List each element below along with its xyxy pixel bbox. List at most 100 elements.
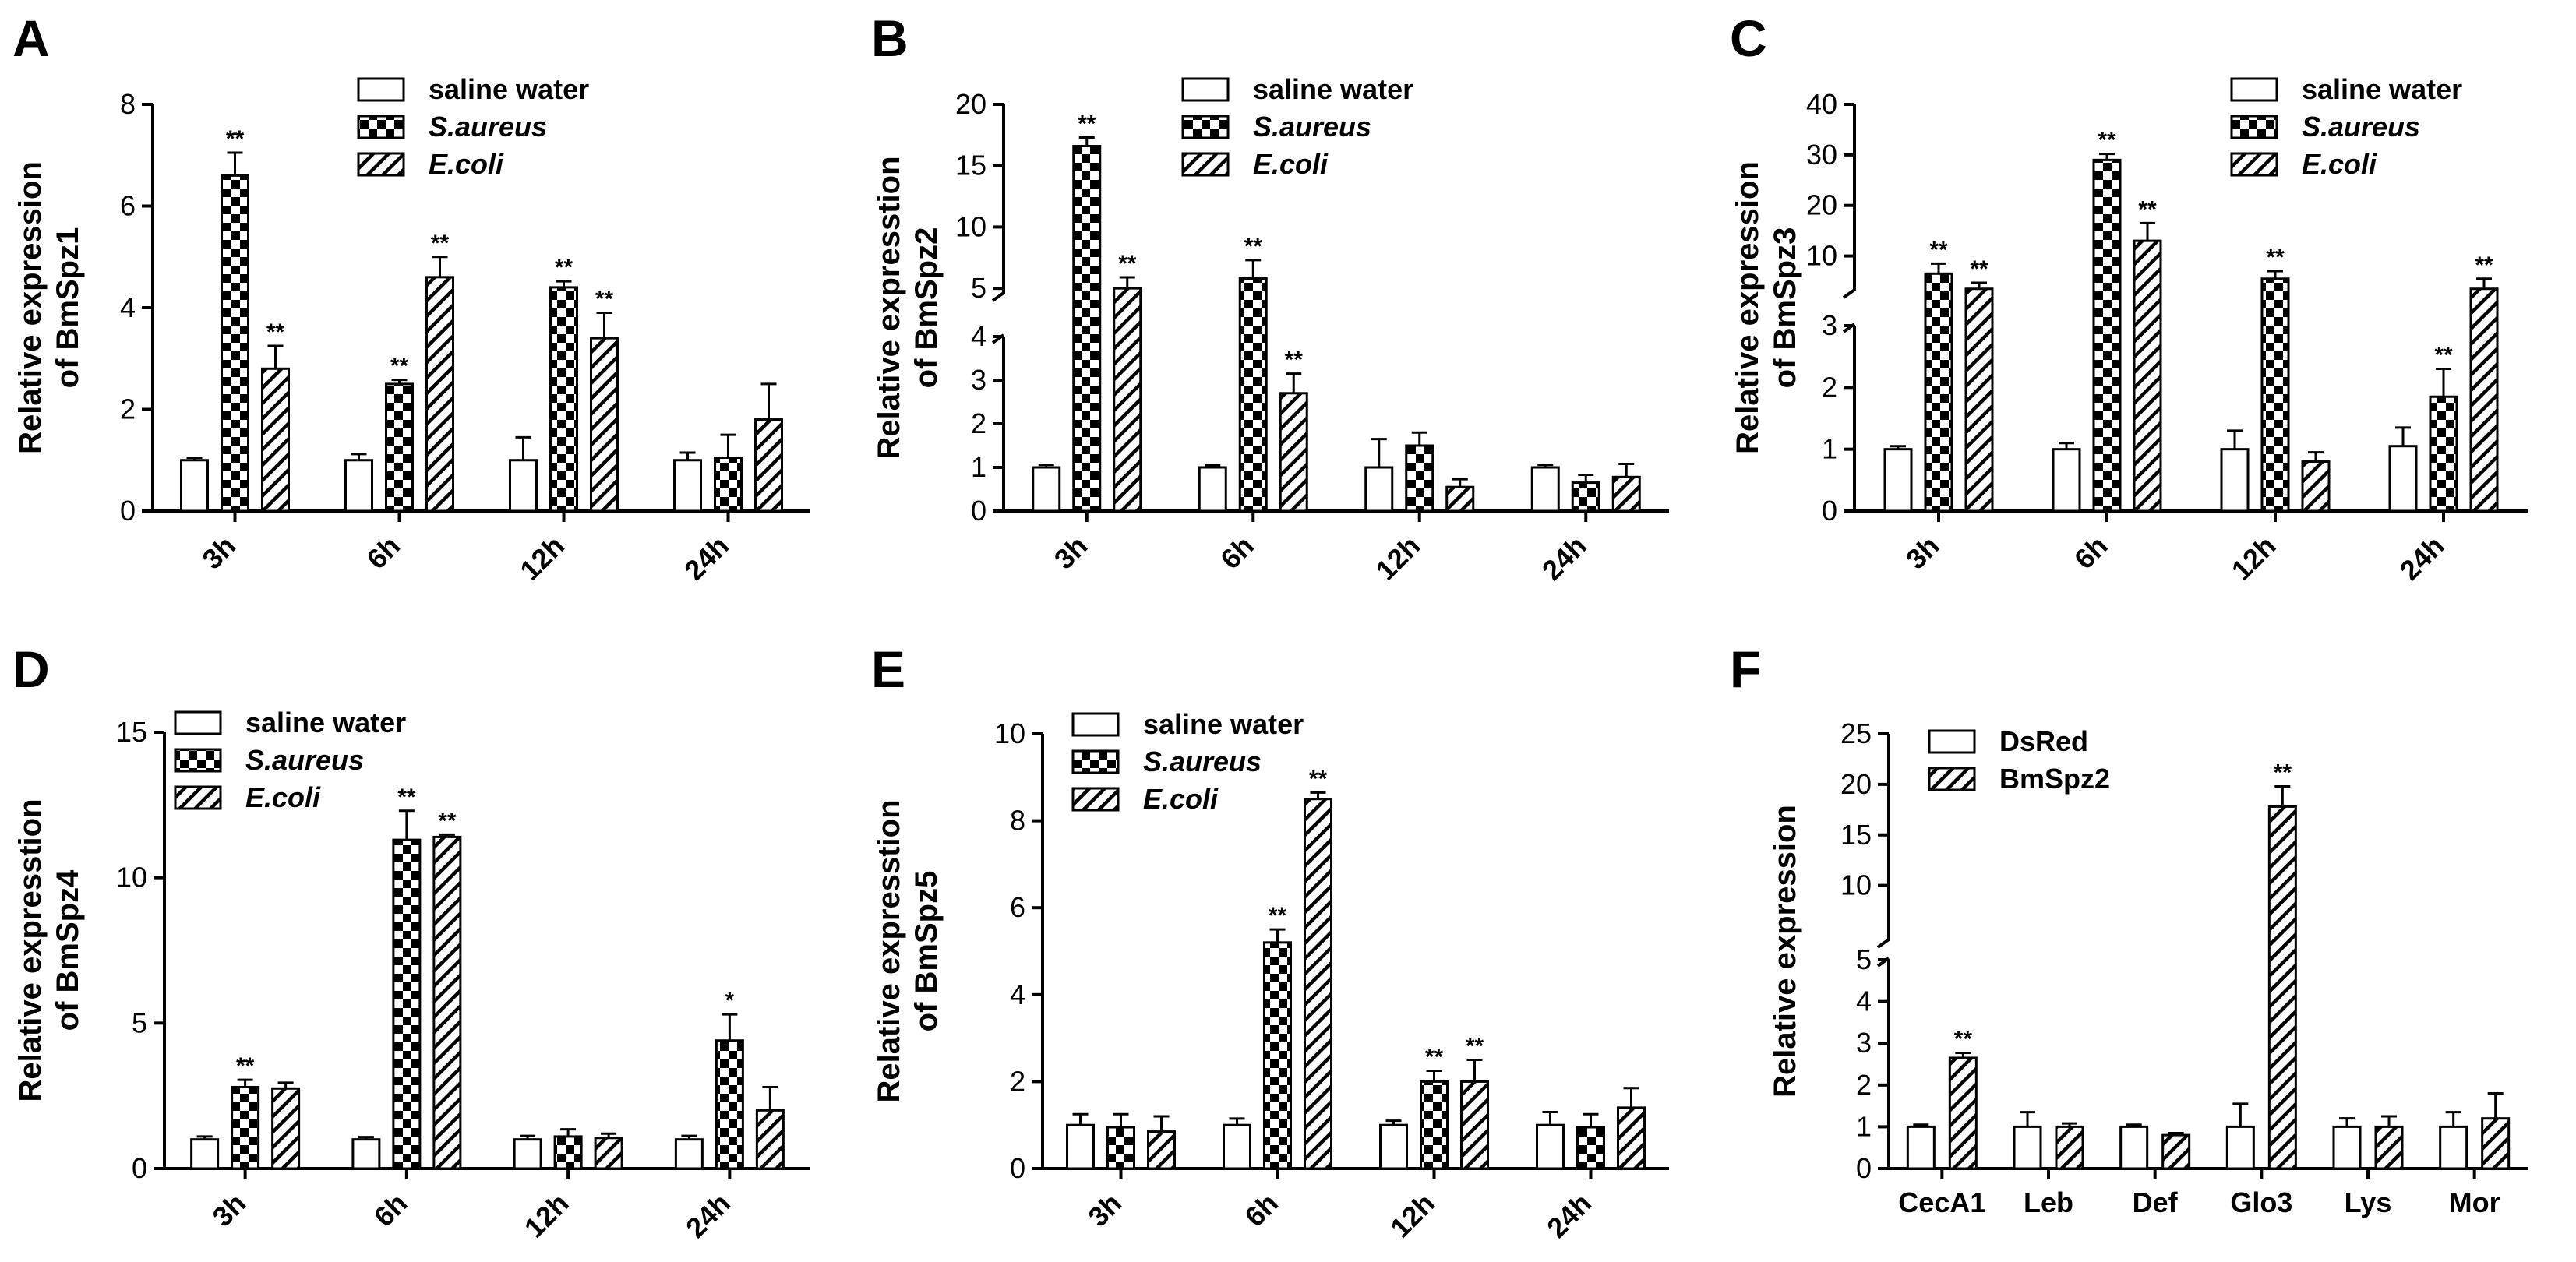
y-tick-label-b-0: 0 xyxy=(971,495,986,527)
chart-svg-a: A Relative expression of BmSpz1 0 2 4 6 8 3h ** **… xyxy=(12,9,810,587)
significance-e-s-aureus-12h: ** xyxy=(1425,1044,1444,1070)
bar-f-bmspz2-leb xyxy=(2055,1125,2084,1170)
bar-e-s-aureus-3h xyxy=(1106,1126,1135,1170)
legend-label-c-e-coli: E.coli xyxy=(2302,148,2377,180)
x-tick-label-e-3h: 3h xyxy=(1082,1187,1127,1233)
bar-c-s-aureus-12h xyxy=(2260,277,2290,513)
panel-letter-b: B xyxy=(871,9,909,67)
y-tick-label-f-5: 5 xyxy=(1856,943,1872,975)
bar-d-s-aureus-24h xyxy=(715,1039,744,1170)
y-axis-label-c-1: Relative expression xyxy=(1731,161,1765,454)
y-tick-label-c-20: 20 xyxy=(1806,189,1837,221)
x-tick-label-e-12h: 12h xyxy=(1384,1187,1441,1244)
panel-letter-f: F xyxy=(1730,640,1761,698)
x-tick-label-d-12h: 12h xyxy=(518,1187,575,1244)
x-tick-label-c-6h: 6h xyxy=(2068,530,2114,576)
y-tick-label-b-1: 1 xyxy=(971,451,986,483)
bar-e-s-aureus-24h xyxy=(1576,1126,1605,1170)
x-tick-label-f-glo3: Glo3 xyxy=(2230,1186,2292,1218)
y-tick-label-d-0: 0 xyxy=(132,1152,147,1184)
y-tick-label-b-10: 10 xyxy=(955,210,986,242)
bar-a-s-aureus-24h xyxy=(714,456,743,513)
x-tick-label-c-12h: 12h xyxy=(2225,530,2282,587)
bar-b-e-coli-12h xyxy=(1445,485,1475,513)
legend-swatch-e-saline-water xyxy=(1071,712,1120,737)
bar-e-saline-water-3h xyxy=(1066,1123,1095,1170)
bar-e-s-aureus-12h xyxy=(1420,1080,1449,1170)
y-axis-label-b-1: Relative expresstion xyxy=(872,156,906,459)
x-tick-label-f-lys: Lys xyxy=(2345,1186,2392,1218)
significance-f-bmspz2-ceca1: ** xyxy=(1954,1027,1973,1052)
bar-d-s-aureus-6h xyxy=(392,838,422,1170)
axis-break-mark-c xyxy=(1842,288,1856,299)
bar-c-saline-water-3h xyxy=(1883,448,1913,513)
x-tick-label-d-24h: 24h xyxy=(679,1187,736,1244)
legend-swatch-f-dsred xyxy=(1928,729,1976,754)
significance-a-e-coli-3h: ** xyxy=(266,319,285,345)
legend-swatch-f-bmspz2 xyxy=(1928,767,1976,791)
bar-e-e-coli-3h xyxy=(1147,1130,1176,1170)
legend-label-b-e-coli: E.coli xyxy=(1253,148,1329,180)
x-tick-label-c-3h: 3h xyxy=(1900,530,1946,576)
x-tick-label-c-24h: 24h xyxy=(2394,530,2451,587)
bar-a-e-coli-6h xyxy=(425,276,454,513)
y-tick-label-c-2: 2 xyxy=(1822,371,1837,403)
significance-b-e-coli-3h: ** xyxy=(1118,251,1137,277)
y-tick-label-b-5: 5 xyxy=(971,272,986,304)
y-tick-label-f-4: 4 xyxy=(1856,985,1872,1017)
y-tick-label-b-15: 15 xyxy=(955,150,986,182)
legend-swatch-c-saline-water xyxy=(2230,77,2278,102)
bar-c-s-aureus-3h xyxy=(1924,272,1953,513)
y-tick-label-b-20: 20 xyxy=(955,88,986,120)
legend-swatch-b-saline-water xyxy=(1181,77,1230,102)
x-tick-label-b-6h: 6h xyxy=(1214,530,1260,576)
significance-a-e-coli-12h: ** xyxy=(595,287,614,312)
bar-f-bmspz2-lys xyxy=(2374,1125,2404,1170)
bar-c-e-coli-3h xyxy=(1964,287,1994,513)
bar-e-e-coli-6h xyxy=(1304,798,1332,1170)
legend-label-c-saline-water: saline water xyxy=(2302,73,2462,105)
legend-label-e-s-aureus: S.aureus xyxy=(1143,746,1262,777)
panel-letter-c: C xyxy=(1730,9,1767,67)
y-tick-label-c-0: 0 xyxy=(1822,495,1837,527)
y-tick-label-f-25: 25 xyxy=(1840,717,1872,749)
x-tick-label-f-mor: Mor xyxy=(2449,1186,2500,1218)
x-tick-label-a-6h: 6h xyxy=(360,530,406,576)
legend-label-d-s-aureus: S.aureus xyxy=(245,744,364,776)
bar-a-saline-water-6h xyxy=(344,459,373,513)
bar-b-e-coli-6h xyxy=(1279,392,1308,513)
panel-a: A Relative expression of BmSpz1 0 2 4 6 8 3h ** **… xyxy=(0,0,859,631)
y-tick-label-f-0: 0 xyxy=(1856,1152,1872,1184)
significance-f-bmspz2-glo3: ** xyxy=(2274,760,2292,785)
bar-f-dsred-mor xyxy=(2439,1125,2468,1170)
bar-f-bmspz2-def xyxy=(2161,1133,2191,1170)
bar-d-e-coli-6h xyxy=(432,835,462,1170)
y-tick-label-f-5: 5 xyxy=(1856,943,1872,975)
x-tick-label-b-3h: 3h xyxy=(1048,530,1094,576)
bar-c-e-coli-12h xyxy=(2301,460,2331,513)
x-tick-label-b-12h: 12h xyxy=(1369,530,1426,587)
bar-d-s-aureus-12h xyxy=(553,1135,583,1170)
legend-swatch-d-saline-water xyxy=(174,710,222,735)
legend-swatch-c-e-coli xyxy=(2230,152,2278,177)
x-tick-label-a-3h: 3h xyxy=(196,530,242,576)
bar-b-saline-water-24h xyxy=(1530,466,1560,513)
legend-label-e-saline-water: saline water xyxy=(1143,708,1304,740)
y-tick-label-a-8: 8 xyxy=(120,88,136,120)
bar-a-s-aureus-6h xyxy=(385,382,414,513)
y-tick-label-c-10: 10 xyxy=(1806,240,1837,272)
y-tick-label-c-3: 3 xyxy=(1822,309,1837,341)
y-tick-label-f-20: 20 xyxy=(1840,768,1872,800)
bar-a-saline-water-24h xyxy=(673,459,702,513)
significance-d-s-aureus-3h: ** xyxy=(236,1053,255,1079)
y-tick-label-b-3: 3 xyxy=(971,364,986,396)
y-tick-label-b-4: 4 xyxy=(971,320,986,352)
bar-e-saline-water-24h xyxy=(1536,1123,1565,1170)
y-tick-label-b-2: 2 xyxy=(971,407,986,439)
chart-svg-c: C Relative expression of BmSpz3 0 1 2 3 10 20 30 4… xyxy=(1730,9,2528,587)
significance-a-s-aureus-6h: ** xyxy=(390,354,409,379)
legend-swatch-c-s-aureus xyxy=(2230,115,2278,139)
significance-d-s-aureus-6h: ** xyxy=(397,784,416,810)
bar-b-saline-water-6h xyxy=(1198,466,1227,513)
